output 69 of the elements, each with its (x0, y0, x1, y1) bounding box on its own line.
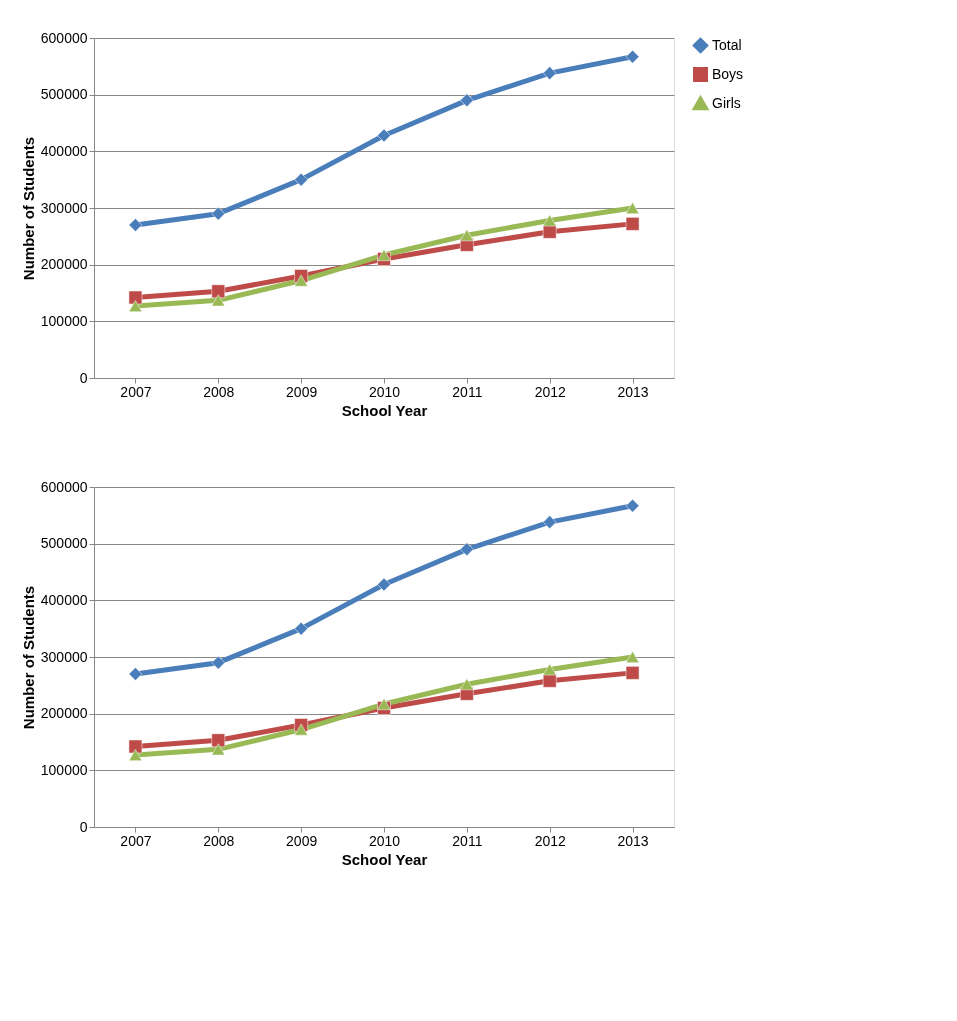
x-tick-label: 2009 (286, 832, 318, 849)
y-tick-label: 100000 (40, 761, 88, 778)
x-tick-label: 2008 (203, 832, 235, 849)
point (377, 698, 391, 710)
y-tick-label: 100000 (40, 312, 88, 329)
point (211, 655, 226, 670)
point (211, 294, 226, 307)
point (377, 577, 391, 592)
legend-label: Girls (712, 94, 741, 111)
legend-label: Boys (712, 65, 744, 82)
y-tick-label: 200000 (40, 705, 88, 722)
point (460, 229, 474, 242)
point (211, 284, 226, 299)
x-tick-label: 2009 (286, 383, 318, 400)
point (128, 300, 143, 312)
point (542, 663, 557, 676)
point (294, 172, 308, 187)
y-tick-label: 200000 (40, 256, 88, 273)
y-tick-label: 600000 (40, 29, 88, 46)
point (128, 218, 143, 232)
y-axis-title: Number of Students (19, 585, 37, 730)
x-tick-label: 2010 (368, 383, 401, 400)
legend-label: Total (712, 36, 742, 53)
point (211, 206, 226, 221)
x-tick-label: 2008 (203, 383, 235, 400)
y-tick-label: 300000 (40, 648, 88, 665)
point (128, 739, 143, 754)
y-tick-label: 400000 (40, 142, 88, 159)
x-tick-label: 2007 (120, 832, 152, 849)
point (211, 743, 226, 756)
point (542, 515, 557, 529)
x-tick-label: 2010 (368, 832, 401, 849)
x-tick-label: 2013 (617, 383, 649, 400)
x-tick-label: 2012 (534, 832, 566, 849)
point (460, 93, 474, 108)
point (128, 667, 143, 681)
x-tick-label: 2007 (120, 383, 152, 400)
point (294, 274, 308, 287)
point (625, 498, 640, 513)
point (128, 749, 143, 761)
point (625, 666, 640, 680)
y-tick-label: 500000 (40, 535, 88, 552)
x-tick-label: 2013 (617, 832, 649, 849)
y-tick-label: 0 (79, 369, 88, 386)
y-tick-label: 600000 (40, 478, 88, 495)
point (460, 678, 474, 691)
point (128, 290, 143, 305)
point (211, 733, 226, 748)
point (294, 621, 308, 636)
point (377, 128, 391, 143)
y-tick-label: 500000 (40, 86, 88, 103)
y-tick-label: 0 (79, 818, 88, 835)
x-axis-title: School Year (341, 401, 428, 419)
x-tick-label: 2012 (534, 383, 566, 400)
point (460, 542, 474, 557)
point (625, 49, 640, 64)
y-tick-label: 300000 (40, 199, 88, 216)
x-tick-label: 2011 (452, 832, 483, 849)
y-tick-label: 400000 (40, 591, 88, 608)
point (625, 217, 640, 231)
x-axis-title: School Year (341, 850, 428, 868)
point (625, 202, 640, 214)
y-axis-title: Number of Students (19, 136, 37, 281)
point (625, 651, 640, 663)
point (542, 214, 557, 227)
point (377, 249, 391, 261)
point (294, 723, 308, 736)
x-tick-label: 2011 (452, 383, 483, 400)
point (542, 66, 557, 80)
